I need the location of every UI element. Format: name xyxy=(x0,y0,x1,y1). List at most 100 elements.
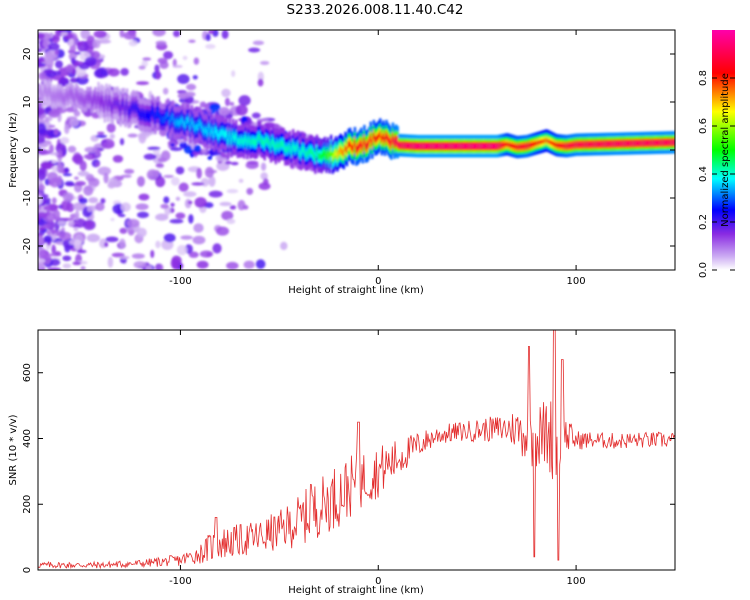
colorbar-tick-label: 0.6 xyxy=(698,118,709,134)
spectrogram-ridge-cell xyxy=(608,141,611,147)
spectrogram-ridge-cell xyxy=(261,138,265,146)
spectrogram-ridge-cell xyxy=(228,131,232,138)
spectrogram-ridge-cell xyxy=(418,144,422,149)
colorbar-ticks: 0.0 0.2 0.4 0.6 0.8 xyxy=(698,70,735,278)
spectrogram-ridge-cell xyxy=(211,126,214,134)
spectrogram-ridge-cell xyxy=(100,97,103,104)
y-tick-label: -10 xyxy=(22,190,33,206)
spectrogram-speckle xyxy=(78,61,83,65)
spectrogram-ridge-cell xyxy=(331,154,334,161)
spectrogram-ridge-cell xyxy=(168,118,171,125)
spectrogram-ridge-cell xyxy=(578,142,581,147)
spectrogram-speckle xyxy=(193,57,200,65)
spectrogram-ridge-cell xyxy=(570,143,573,148)
spectrogram-ridge-cell xyxy=(298,149,301,157)
spectrogram-ridge-cell xyxy=(276,141,279,148)
spectrogram-speckle xyxy=(65,183,76,187)
spectrogram-speckle xyxy=(173,30,181,38)
spectrogram-ridge-cell xyxy=(287,146,290,153)
spectrogram-speckle xyxy=(49,144,54,154)
spectrogram-ridge-cell xyxy=(296,143,300,150)
spectrogram-speckle xyxy=(57,149,63,158)
spectrogram-speckle xyxy=(43,52,53,64)
spectrogram-ridge-cell xyxy=(157,109,160,116)
spectrogram-ridge-cell xyxy=(323,149,327,157)
spectrogram-ridge-cell xyxy=(84,97,88,104)
spectrogram-speckle xyxy=(135,203,149,211)
spectrogram-ridge-cell xyxy=(106,102,110,109)
spectrogram-ridge-cell xyxy=(239,138,243,145)
spectrogram-speckle xyxy=(38,142,49,147)
spectrogram-speckle xyxy=(208,30,215,34)
spectrogram-speckle xyxy=(101,141,115,149)
spectrogram-ridge-cell xyxy=(195,124,198,131)
spectrogram-ridge-cell xyxy=(329,147,333,155)
spectrogram-ridge-cell xyxy=(652,140,656,145)
spectrogram-ridge-cell xyxy=(546,138,550,144)
spectrogram-speckle xyxy=(155,163,164,168)
spectrogram-ridge-cell xyxy=(665,140,668,145)
spectrogram-ridge-cell xyxy=(496,144,499,149)
y-tick-label: 20 xyxy=(22,48,33,61)
spectrogram-speckle xyxy=(226,218,236,225)
spectrogram-ridge-cell xyxy=(633,141,637,146)
spectrogram-ridge-cell xyxy=(75,90,78,97)
spectrogram-ridge-cell xyxy=(428,144,431,149)
spectrogram-ridge-cell xyxy=(124,107,127,115)
y-tick-label: 200 xyxy=(22,495,33,514)
spectrogram-ridge-cell xyxy=(59,92,62,99)
spectrogram-ridge-cell xyxy=(399,143,403,148)
spectrogram-speckle xyxy=(57,220,67,226)
spectrogram-ridge-cell xyxy=(587,142,591,147)
spectrogram-ridge-cell xyxy=(151,107,154,115)
spectrogram-ridge-cell xyxy=(572,143,575,148)
spectrogram-ridge-cell xyxy=(147,113,151,120)
spectrogram-blob xyxy=(193,144,202,153)
spectrogram-speckle xyxy=(112,155,124,163)
spectrogram-ridge-cell xyxy=(163,116,167,123)
spectrogram-speckle xyxy=(212,243,222,254)
spectrogram-ridge-cell xyxy=(160,116,164,124)
spectrogram-ridge-cell xyxy=(356,145,360,152)
spectrogram-speckle xyxy=(155,176,166,188)
spectrogram-speckle xyxy=(38,258,46,264)
spectrogram-speckle xyxy=(62,173,73,177)
spectrogram-ridge-cell xyxy=(580,142,583,147)
spectrogram-ridge-cell xyxy=(610,141,613,147)
spectrogram-speckle xyxy=(64,123,70,135)
spectrogram-ridge-cell xyxy=(586,142,589,147)
spectrogram-ridge-cell xyxy=(561,143,564,148)
spectrogram-ridge-cell xyxy=(255,138,258,146)
spectrogram-speckle xyxy=(69,45,77,52)
spectrogram-ridge-cell xyxy=(424,144,428,149)
spectrogram-ridge-cell xyxy=(65,91,69,99)
colorbar-tick-label: 0.2 xyxy=(698,214,709,230)
spectrogram-ridge-cell xyxy=(263,141,266,148)
spectrogram-ridge-cell xyxy=(274,144,277,152)
spectrogram-ridge-cell xyxy=(117,102,121,109)
spectrogram-speckle xyxy=(68,38,75,46)
spectrogram-ridge-cell xyxy=(543,138,547,144)
spectrogram-ridge-cell xyxy=(505,142,509,147)
spectrogram-ridge-cell xyxy=(516,144,520,150)
spectrogram-ridge-cell xyxy=(592,142,596,147)
spectrogram-ridge-cell xyxy=(557,143,561,148)
spectrogram-ridge-cell xyxy=(54,94,58,102)
spectrogram-ridge-cell xyxy=(475,144,478,149)
spectrogram-ridge-cell xyxy=(481,144,485,149)
spectrogram-ridge-cell xyxy=(404,143,407,148)
spectrogram-ridge-cell xyxy=(625,141,629,146)
spectrogram-ridge-cell xyxy=(43,86,46,94)
spectrogram-speckle xyxy=(60,31,68,36)
spectrogram-speckle xyxy=(262,178,269,186)
spectrogram-ridge-cell xyxy=(219,130,222,137)
spectrogram-ridge-cell xyxy=(635,141,638,146)
spectrogram-blob xyxy=(218,107,230,116)
spectrogram-ridge-cell xyxy=(640,140,643,146)
spectrogram-speckle xyxy=(163,233,176,243)
colorbar: 0.0 0.2 0.4 0.6 0.8 Normalized spectral ampl… xyxy=(698,30,735,278)
spectrogram-ridge-cell xyxy=(146,112,149,119)
spectrogram-speckle xyxy=(38,153,41,159)
spectrogram-ridge-cell xyxy=(450,144,453,149)
spectrogram-ridge-cell xyxy=(538,140,542,145)
